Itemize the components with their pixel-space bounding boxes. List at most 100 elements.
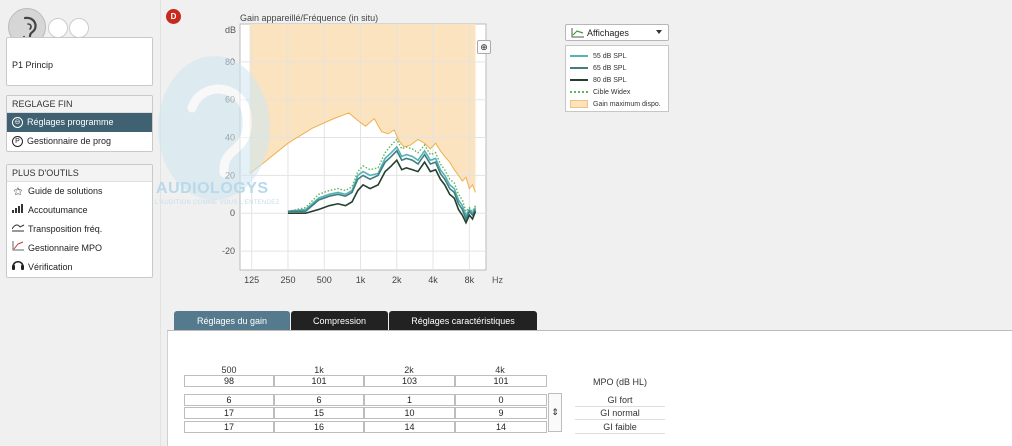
menu-item-guide-solutions[interactable]: ⚝ Guide de solutions (7, 182, 152, 201)
menu-item-transposition[interactable]: Transposition fréq. (7, 220, 152, 239)
menu-item-label: Gestionnaire de prog (27, 136, 112, 146)
series-65-db-spl (287, 149, 477, 222)
watermark-brand: AUDIOLOGYS (156, 180, 269, 197)
menu-item-label: Accoutumance (28, 205, 88, 215)
up-down-arrows-icon: ⇕ (551, 407, 559, 417)
x-tick-label: 1k (356, 275, 366, 285)
x-tick-label: 2k (392, 275, 402, 285)
y-tick-label: 20 (225, 170, 235, 180)
affichages-dropdown[interactable]: Affichages (565, 24, 669, 41)
x-tick-label: 250 (280, 275, 295, 285)
y-tick-label: 80 (225, 57, 235, 67)
program-p-icon: P (12, 136, 23, 147)
chart-legend: 55 dB SPL 65 dB SPL 80 dB SPL Cible Wide… (565, 45, 669, 112)
legend-label: Cible Widex (593, 88, 631, 96)
mpo-cell[interactable]: 103 (364, 375, 455, 387)
y-tick-label: 40 (225, 133, 235, 143)
menu-item-label: Réglages programme (27, 117, 114, 127)
gain-cell[interactable]: 17 (184, 407, 274, 419)
legend-line (570, 55, 588, 57)
menu-item-reglages-programme[interactable]: ⊖ Réglages programme (7, 113, 152, 132)
signal-bars-icon (12, 201, 24, 220)
freq-header-500: 500 (221, 365, 237, 375)
menu-item-verification[interactable]: Vérification (7, 258, 152, 277)
y-axis-label: dB (225, 25, 236, 35)
tab-label: Réglages du gain (196, 315, 268, 326)
legend-item-80: 80 dB SPL (570, 74, 664, 86)
tab-label: Réglages caractéristiques (411, 315, 515, 326)
gain-cell[interactable]: 17 (184, 421, 274, 433)
legend-item-55: 55 dB SPL (570, 50, 664, 62)
x-tick-label: 500 (317, 275, 332, 285)
affichages-label: Affichages (587, 27, 629, 38)
legend-line (570, 67, 588, 69)
legend-swatch (570, 100, 588, 108)
gain-cell[interactable]: 1 (364, 394, 455, 406)
menu-item-label: Guide de solutions (28, 186, 103, 196)
mpo-cell[interactable]: 98 (184, 375, 274, 387)
magic-wand-icon: ⚝ (13, 186, 23, 196)
tab-reglages-caracteristiques[interactable]: Réglages caractéristiques (389, 311, 537, 330)
legend-label: 55 dB SPL (593, 52, 627, 60)
gi-faible-label: GI faible (575, 421, 665, 434)
mpo-graph-icon (12, 239, 24, 258)
adjust-circle-icon: ⊖ (12, 117, 23, 128)
mpo-cell[interactable]: 101 (274, 375, 364, 387)
menu-item-label: Gestionnaire MPO (28, 243, 103, 253)
menu-item-gestionnaire-prog[interactable]: P Gestionnaire de prog (7, 132, 152, 151)
gain-cell[interactable]: 15 (274, 407, 364, 419)
gi-normal-label: GI normal (575, 407, 665, 420)
headphones-icon (12, 258, 24, 277)
menu-item-gestionnaire-mpo[interactable]: Gestionnaire MPO (7, 239, 152, 258)
series-80-db-spl (287, 158, 477, 225)
transposition-icon (11, 220, 25, 239)
freq-header-2k: 2k (404, 365, 414, 375)
tab-compression[interactable]: Compression (291, 311, 388, 330)
x-tick-label: 8k (465, 275, 475, 285)
tab-reglages-gain[interactable]: Réglages du gain (174, 311, 290, 330)
x-axis-label: Hz (492, 275, 503, 285)
legend-label: 65 dB SPL (593, 64, 627, 72)
x-tick-label: 4k (428, 275, 438, 285)
reglage-fin-panel: REGLAGE FIN ⊖ Réglages programme P Gesti… (6, 95, 153, 152)
menu-item-label: Transposition fréq. (28, 224, 103, 234)
gain-cell[interactable]: 0 (455, 394, 547, 406)
panel-divider (160, 0, 161, 446)
program-label: P1 Princip (12, 60, 54, 70)
gain-cell[interactable]: 6 (184, 394, 274, 406)
menu-item-accoutumance[interactable]: Accoutumance (7, 201, 152, 220)
zoom-icon[interactable]: ⊕ (477, 40, 491, 54)
program-box[interactable]: P1 Princip (6, 37, 153, 86)
legend-line (570, 79, 588, 81)
plus-outils-panel: PLUS D'OUTILS ⚝ Guide de solutions Accou… (6, 164, 153, 278)
gain-cell[interactable]: 14 (364, 421, 455, 433)
gain-cell[interactable]: 16 (274, 421, 364, 433)
chart-title: Gain appareillé/Fréquence (in situ) (240, 13, 379, 23)
mpo-label: MPO (dB HL) (592, 377, 647, 387)
y-tick-label: 0 (230, 208, 235, 218)
chevron-down-icon (656, 30, 662, 34)
y-tick-label: 60 (225, 95, 235, 105)
reglage-fin-header: REGLAGE FIN (7, 96, 152, 113)
plus-outils-header: PLUS D'OUTILS (7, 165, 152, 182)
mpo-cell[interactable]: 101 (455, 375, 547, 387)
gain-cell[interactable]: 10 (364, 407, 455, 419)
graph-icon (571, 27, 584, 37)
legend-label: Gain maximum dispo. (593, 100, 661, 108)
legend-item-gain-max: Gain maximum dispo. (570, 98, 664, 110)
gain-stepper[interactable]: ⇕ (548, 393, 562, 432)
gain-cell[interactable]: 6 (274, 394, 364, 406)
gain-cell[interactable]: 14 (455, 421, 547, 433)
side-badge: D (166, 9, 181, 24)
x-tick-label: 125 (244, 275, 259, 285)
tab-underline (167, 330, 1012, 331)
legend-item-cible: Cible Widex (570, 86, 664, 98)
tab-label: Compression (312, 315, 367, 326)
legend-label: 80 dB SPL (593, 76, 627, 84)
gain-max-area (249, 24, 476, 193)
freq-header-4k: 4k (495, 365, 505, 375)
legend-item-65: 65 dB SPL (570, 62, 664, 74)
series-55-db-spl (287, 145, 477, 217)
gain-cell[interactable]: 9 (455, 407, 547, 419)
